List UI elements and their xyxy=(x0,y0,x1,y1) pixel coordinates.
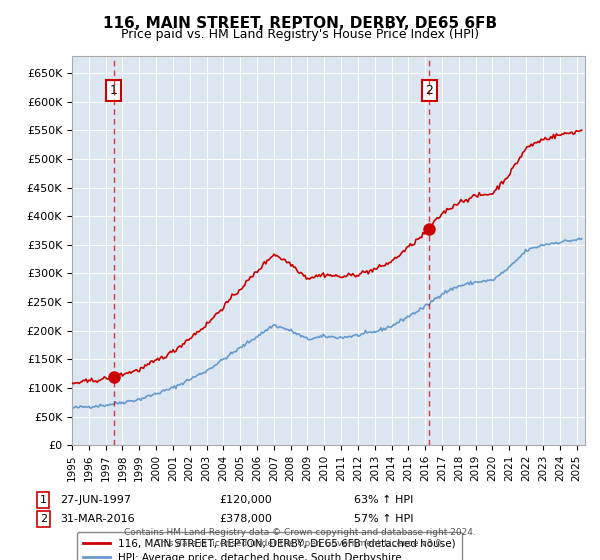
Text: 2: 2 xyxy=(425,84,433,97)
Text: £120,000: £120,000 xyxy=(219,495,272,505)
Text: 1: 1 xyxy=(40,495,47,505)
Text: 27-JUN-1997: 27-JUN-1997 xyxy=(60,495,131,505)
Text: 1: 1 xyxy=(110,84,118,97)
Text: 31-MAR-2016: 31-MAR-2016 xyxy=(60,514,134,524)
Text: Price paid vs. HM Land Registry's House Price Index (HPI): Price paid vs. HM Land Registry's House … xyxy=(121,28,479,41)
Legend: 116, MAIN STREET, REPTON, DERBY, DE65 6FB (detached house), HPI: Average price, : 116, MAIN STREET, REPTON, DERBY, DE65 6F… xyxy=(77,532,462,560)
Text: Contains HM Land Registry data © Crown copyright and database right 2024.
This d: Contains HM Land Registry data © Crown c… xyxy=(124,528,476,548)
Text: £378,000: £378,000 xyxy=(219,514,272,524)
Text: 63% ↑ HPI: 63% ↑ HPI xyxy=(354,495,413,505)
Text: 57% ↑ HPI: 57% ↑ HPI xyxy=(354,514,413,524)
Text: 116, MAIN STREET, REPTON, DERBY, DE65 6FB: 116, MAIN STREET, REPTON, DERBY, DE65 6F… xyxy=(103,16,497,31)
Text: 2: 2 xyxy=(40,514,47,524)
